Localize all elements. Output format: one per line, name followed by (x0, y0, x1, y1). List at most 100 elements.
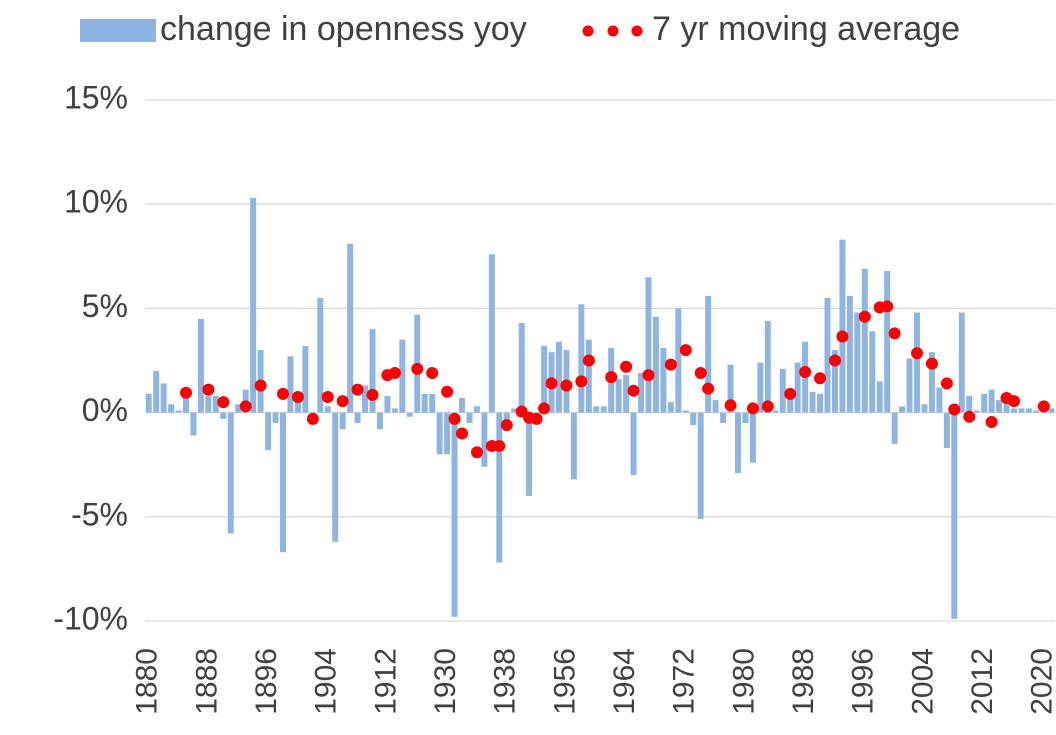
legend-label: 7 yr moving average (652, 10, 960, 48)
bar (735, 412, 741, 474)
bar (511, 408, 518, 413)
marker (784, 387, 797, 400)
bar (354, 412, 361, 424)
bar (451, 412, 458, 617)
bar (496, 412, 503, 563)
marker (306, 412, 319, 425)
marker (858, 310, 871, 323)
bar (645, 277, 652, 413)
bar (526, 412, 533, 496)
bar (764, 320, 771, 413)
legend-swatch (80, 19, 156, 42)
y-tick-label: -10% (53, 600, 128, 636)
y-tick-label: 15% (64, 79, 128, 115)
bar (861, 268, 868, 413)
bar (406, 412, 413, 417)
bar (1033, 410, 1040, 413)
marker (702, 382, 715, 395)
marker (828, 354, 841, 367)
bar (899, 406, 906, 413)
bar (705, 295, 712, 413)
bar (280, 412, 286, 553)
bar (936, 387, 943, 413)
bar (541, 345, 548, 413)
bar (809, 391, 816, 413)
bar (160, 383, 167, 413)
bar (168, 404, 175, 413)
bar (473, 406, 480, 413)
bar (757, 362, 764, 413)
x-tick-label: 1880 (131, 648, 164, 715)
bar (1048, 408, 1055, 413)
x-tick-label: 2004 (906, 648, 939, 715)
bar (854, 312, 861, 413)
bar (347, 243, 354, 413)
bar (884, 270, 891, 413)
bar (466, 412, 473, 424)
marker (664, 358, 677, 371)
bar (652, 316, 659, 413)
bar (593, 406, 600, 413)
bar (742, 412, 749, 424)
legend-marker (607, 25, 619, 37)
bar (615, 379, 622, 413)
marker (351, 383, 364, 396)
bar (638, 373, 645, 413)
bar (391, 408, 398, 413)
marker (321, 390, 334, 403)
bar (250, 197, 257, 413)
marker (441, 385, 454, 398)
marker (493, 439, 506, 452)
bar (1003, 402, 1010, 413)
bar (302, 345, 309, 413)
x-tick-label: 1956 (548, 648, 581, 715)
marker (426, 367, 439, 380)
x-tick-label: 1972 (668, 648, 701, 715)
marker (985, 415, 998, 428)
marker (180, 386, 193, 399)
bar (1018, 408, 1025, 413)
bar (600, 406, 607, 413)
bar (824, 297, 831, 413)
bar (488, 254, 495, 413)
bar (205, 395, 212, 413)
bar (630, 412, 637, 476)
marker (948, 403, 961, 416)
bar (369, 329, 376, 413)
marker (679, 344, 692, 357)
bar (220, 412, 227, 419)
bar (794, 362, 801, 413)
marker (388, 367, 401, 380)
marker (925, 357, 938, 370)
x-tick-label: 2012 (966, 648, 999, 715)
bar (839, 239, 846, 413)
bar (787, 391, 794, 413)
bar (212, 395, 219, 413)
bar (928, 352, 935, 413)
legend-marker (631, 25, 643, 37)
bar (384, 395, 391, 413)
bar (376, 412, 383, 430)
marker (642, 369, 655, 382)
x-tick-label: 1888 (190, 648, 223, 715)
marker (881, 300, 894, 313)
bar (831, 350, 838, 413)
marker (538, 402, 551, 415)
bar (988, 389, 995, 413)
bar (183, 398, 190, 413)
marker (448, 412, 461, 425)
bar (667, 402, 674, 413)
y-tick-label: 10% (64, 184, 128, 220)
bar (772, 410, 779, 413)
marker (1007, 395, 1020, 408)
marker (888, 327, 901, 340)
marker (276, 387, 289, 400)
x-tick-label: 1930 (429, 648, 462, 715)
bar (921, 404, 928, 413)
marker (530, 412, 543, 425)
bar (779, 368, 786, 413)
marker (963, 410, 976, 423)
bar (914, 312, 920, 413)
bar (317, 297, 324, 413)
legend-marker (582, 25, 594, 37)
